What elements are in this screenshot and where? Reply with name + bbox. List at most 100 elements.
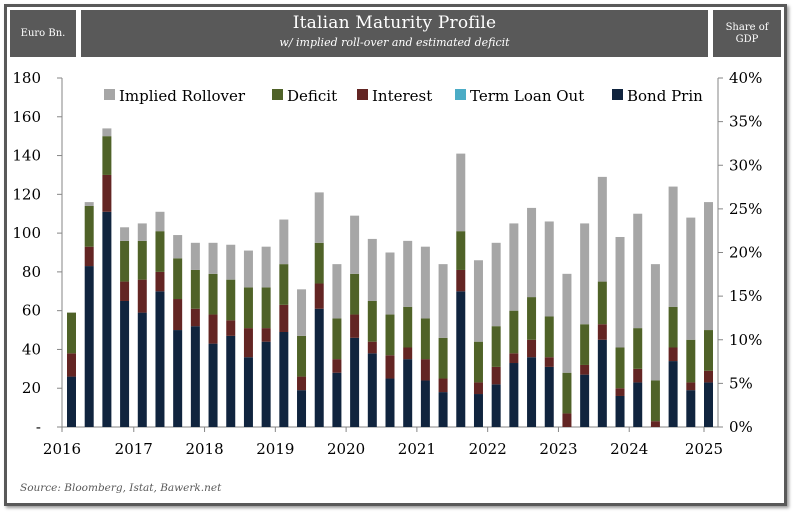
bar-segment-bond-prin	[668, 361, 678, 427]
bar-segment-interest	[243, 328, 253, 358]
bar-segment-implied-rollover	[279, 219, 289, 265]
bar-segment-implied-rollover	[350, 215, 360, 274]
bar-segment-implied-rollover	[385, 252, 395, 315]
bar-segment-deficit	[102, 136, 112, 175]
x-tick-label: 2022	[469, 440, 507, 458]
bar-segment-deficit	[243, 287, 253, 329]
left-y-tick-label: -	[36, 418, 41, 436]
legend-label: Bond Prin	[627, 87, 703, 105]
bar-segment-deficit	[155, 231, 165, 272]
bar-segment-interest	[332, 359, 342, 373]
bar-segment-interest	[650, 421, 660, 427]
bar-segment-bond-prin	[190, 326, 200, 427]
bar-segment-deficit	[704, 330, 713, 371]
bar-segment-deficit	[350, 273, 360, 315]
left-y-tick-label: 60	[22, 302, 41, 320]
bar-segment-deficit	[650, 380, 660, 422]
bar-segment-deficit	[686, 339, 696, 383]
bar-segment-interest	[67, 353, 76, 377]
bar-segment-bond-prin	[297, 390, 307, 427]
right-y-tick-label: 30%	[729, 156, 762, 174]
legend-swatch	[612, 89, 623, 100]
bar-segment-interest	[597, 324, 607, 340]
bar-segment-implied-rollover	[456, 153, 466, 232]
bar-segment-interest	[190, 308, 200, 327]
bar-segment-deficit	[615, 347, 625, 389]
bar-segment-deficit	[332, 318, 342, 360]
bar-segment-bond-prin	[102, 211, 112, 427]
bar-segment-bond-prin	[686, 390, 696, 427]
left-y-tick-label: 180	[12, 69, 41, 87]
right-y-tick-label: 15%	[729, 287, 762, 305]
bar-segment-implied-rollover	[704, 202, 713, 331]
bar-segment-bond-prin	[208, 343, 218, 427]
legend-label: Implied Rollover	[119, 87, 246, 105]
bar-segment-bond-prin	[704, 382, 713, 427]
bar-segment-implied-rollover	[243, 250, 253, 288]
bar-segment-deficit	[84, 205, 94, 247]
source-note: Source: Bloomberg, Istat, Bawerk.net	[20, 482, 222, 494]
bar-segment-interest	[633, 368, 643, 383]
bar-segment-implied-rollover	[297, 289, 307, 336]
bar-segment-bond-prin	[314, 308, 324, 427]
right-y-tick-label: 0%	[729, 418, 753, 436]
bar-segment-deficit	[279, 264, 289, 305]
bar-segment-bond-prin	[279, 331, 289, 427]
bar-segment-bond-prin	[137, 312, 147, 427]
bar-segment-implied-rollover	[403, 240, 413, 307]
left-axis-unit-label: Euro Bn.	[10, 10, 76, 57]
bar-segment-deficit	[261, 287, 271, 329]
bar-segment-interest	[562, 413, 572, 427]
bar-segment-interest	[704, 370, 713, 383]
bar-segment-deficit	[314, 242, 324, 284]
bar-segment-bond-prin	[615, 395, 625, 427]
bar-segment-implied-rollover	[491, 242, 501, 327]
x-tick-label: 2016	[43, 440, 81, 458]
bar-segment-deficit	[668, 306, 678, 348]
right-axis-unit-label: Share of GDP	[713, 10, 781, 57]
bar-segment-bond-prin	[385, 378, 395, 427]
bar-segment-deficit	[190, 269, 200, 309]
bar-segment-bond-prin	[173, 330, 183, 427]
bar-segment-interest	[438, 378, 448, 393]
legend-swatch	[455, 89, 466, 100]
bar-segment-interest	[84, 246, 94, 267]
legend-swatch	[272, 89, 283, 100]
bar-segment-deficit	[120, 240, 130, 282]
bar-segment-interest	[686, 382, 696, 391]
bar-segment-bond-prin	[544, 366, 554, 427]
bar-segment-interest	[491, 366, 501, 385]
left-y-tick-label: 120	[12, 185, 41, 203]
bar-segment-interest	[420, 359, 430, 381]
bar-segment-implied-rollover	[173, 235, 183, 259]
left-axis-unit-text: Euro Bn.	[20, 28, 66, 39]
bar-segment-interest	[385, 355, 395, 379]
legend-swatch	[104, 89, 115, 100]
bar-segment-implied-rollover	[438, 264, 448, 338]
x-tick-label: 2024	[610, 440, 648, 458]
bar-segment-implied-rollover	[562, 273, 572, 373]
bar-segment-interest	[226, 320, 236, 336]
bar-segment-interest	[509, 353, 519, 364]
bar-segment-deficit	[633, 328, 643, 369]
title-banner: Italian Maturity Profile w/ implied roll…	[81, 10, 708, 57]
bar-segment-deficit	[597, 281, 607, 325]
bar-segment-deficit	[509, 310, 519, 354]
bar-segment-implied-rollover	[332, 264, 342, 319]
bar-segment-interest	[615, 388, 625, 396]
bar-segment-interest	[208, 314, 218, 344]
bar-segment-interest	[473, 382, 483, 395]
right-y-tick-label: 25%	[729, 200, 762, 218]
bar-segment-interest	[367, 341, 377, 354]
bar-segment-implied-rollover	[668, 186, 678, 307]
bar-segment-deficit	[208, 273, 218, 315]
bar-segment-implied-rollover	[633, 213, 643, 329]
bar-segment-interest	[261, 328, 271, 342]
left-y-tick-label: 140	[12, 147, 41, 165]
bar-segment-deficit	[562, 372, 572, 414]
bar-segment-implied-rollover	[615, 236, 625, 348]
bar-segment-implied-rollover	[509, 223, 519, 311]
bar-segment-implied-rollover	[314, 192, 324, 243]
bar-segment-bond-prin	[580, 374, 590, 427]
